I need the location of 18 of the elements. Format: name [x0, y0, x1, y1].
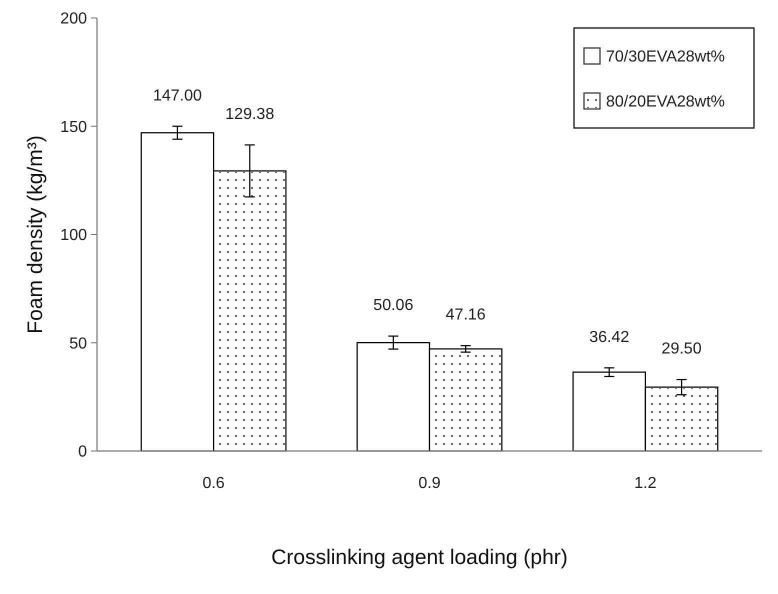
- data-label: 36.42: [589, 328, 630, 346]
- x-tick-label: 1.2: [634, 475, 657, 492]
- legend-label: 80/20EVA28wt%: [606, 94, 725, 111]
- data-label: 29.50: [662, 340, 702, 358]
- data-label: 47.16: [446, 306, 486, 324]
- data-label: 129.38: [225, 106, 274, 123]
- x-axis-title: Crosslinking agent loading (phr): [271, 546, 568, 569]
- data-label: 147.00: [152, 87, 202, 104]
- y-tick-label: 100: [60, 227, 88, 244]
- y-tick-label: 150: [60, 118, 88, 136]
- x-tick-label: 0.6: [202, 475, 225, 492]
- y-tick-label: 50: [69, 335, 88, 352]
- y-axis-title: Foam density (kg/m³): [24, 135, 47, 334]
- y-tick-label: 0: [78, 444, 88, 461]
- x-tick-label: 0.9: [418, 475, 441, 492]
- data-label: 50.06: [373, 297, 414, 314]
- legend-label: 70/30EVA28wt%: [606, 48, 725, 66]
- y-tick-label: 200: [60, 10, 88, 28]
